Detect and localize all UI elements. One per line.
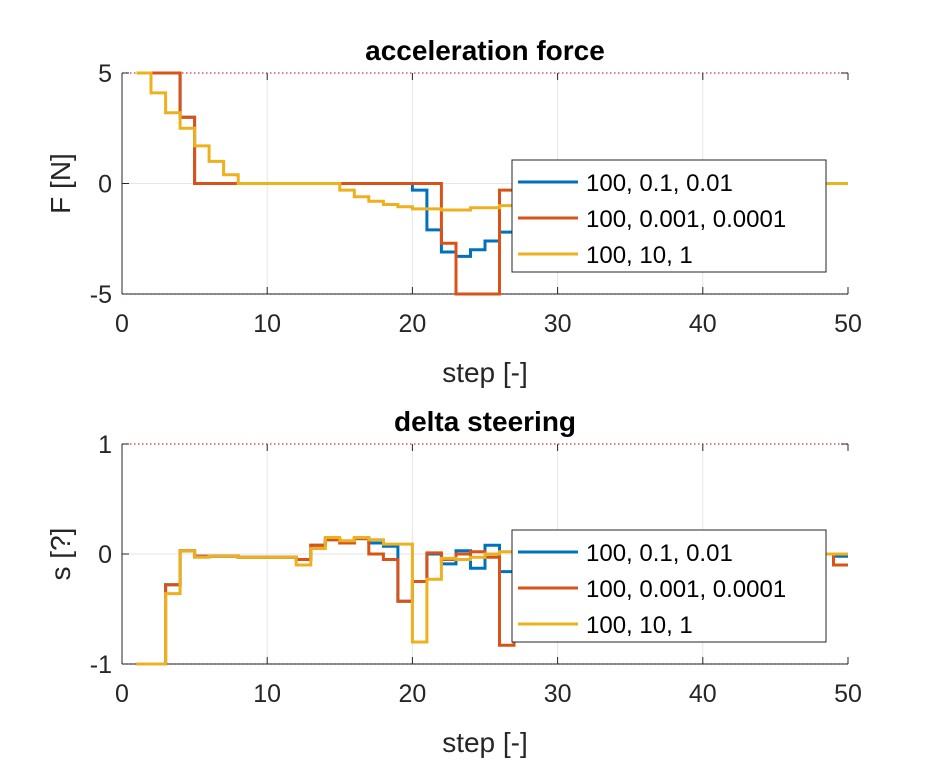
legend-label: 100, 10, 1 [586,612,693,639]
legend-label: 100, 0.1, 0.01 [586,170,733,197]
x-tick-label: 20 [398,310,426,338]
y-tick-label: -5 [90,281,112,309]
legend: 100, 0.1, 0.01 100, 0.001, 0.0001 100, 10,… [511,529,827,643]
x-tick-label: 30 [544,310,572,338]
x-tick-label: 10 [253,680,281,708]
x-axis-label: step [-] [442,727,528,758]
y-axis-label: s [?] [45,528,76,581]
x-tick-label: 10 [253,310,281,338]
chart-title: delta steering [394,406,576,437]
legend-label: 100, 0.1, 0.01 [586,540,733,567]
y-tick-label: -1 [90,651,112,679]
x-tick-label: 50 [834,680,862,708]
x-axis-label: step [-] [442,357,528,388]
x-tick-label: 0 [115,680,129,708]
y-tick-label: 5 [98,60,112,88]
x-tick-label: 20 [398,680,426,708]
legend-label: 100, 0.001, 0.0001 [586,206,786,233]
x-tick-label: 40 [689,310,717,338]
y-axis-label: F [N] [45,153,76,214]
y-tick-label: 1 [98,431,112,459]
legend-label: 100, 10, 1 [586,242,693,269]
series-line-3 [136,536,848,666]
x-tick-label: 0 [115,310,129,338]
x-tick-label: 40 [689,680,717,708]
y-tick-label: 0 [98,171,112,199]
x-tick-label: 30 [544,680,572,708]
y-tick-label: 0 [98,541,112,569]
chart-title: acceleration force [365,35,605,66]
legend: 100, 0.1, 0.01 100, 0.001, 0.0001 100, 10,… [511,159,827,273]
x-tick-label: 50 [834,310,862,338]
legend-label: 100, 0.001, 0.0001 [586,576,786,603]
